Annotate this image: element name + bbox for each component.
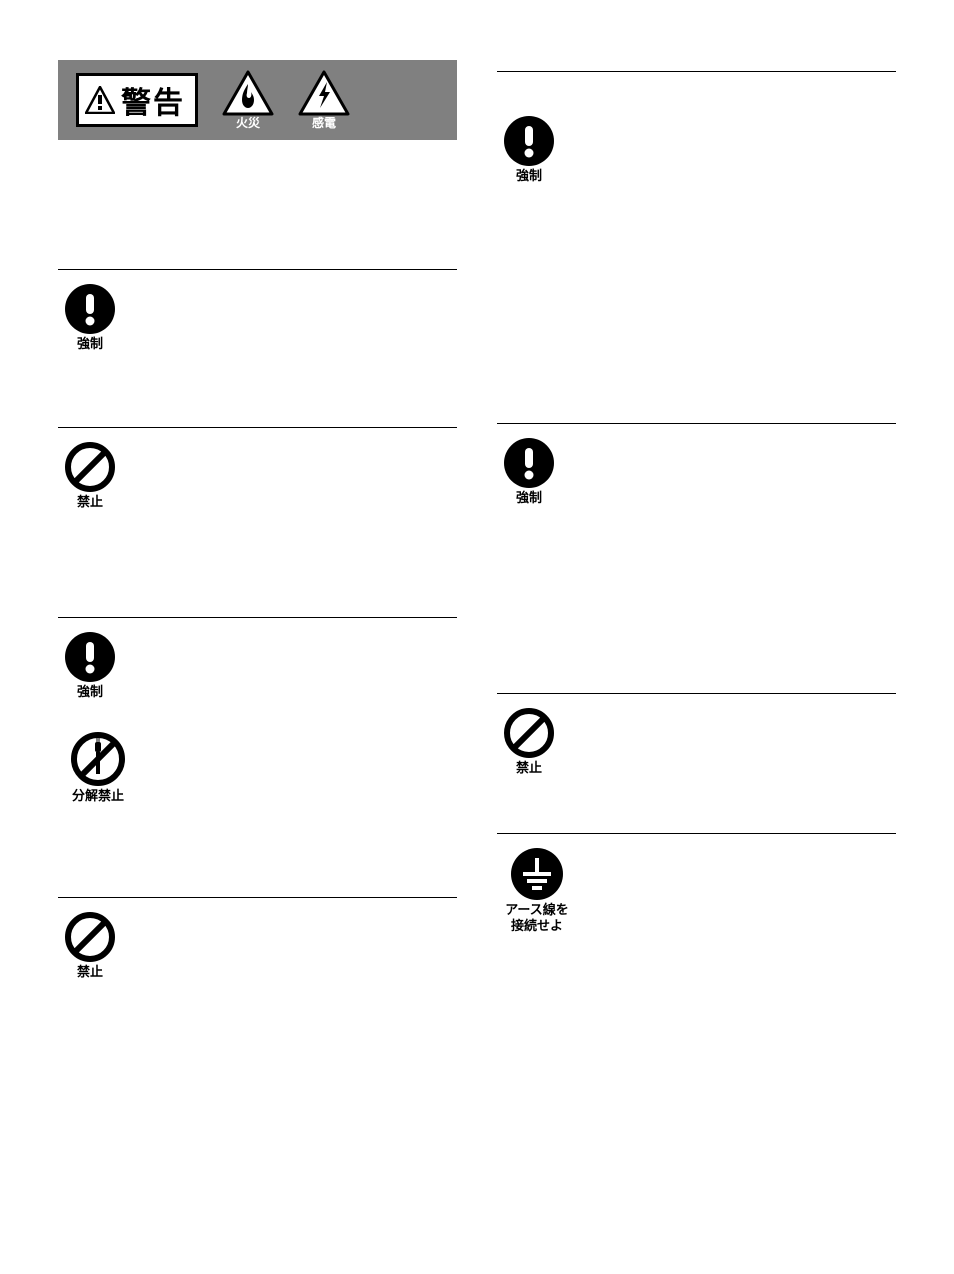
icon-label: 禁止 [77,964,103,980]
safety-item: 禁止 [58,898,457,1018]
safety-item: 強制 [58,618,457,718]
icon-cell: 分解禁止 [58,728,138,804]
right-column: 強制 強制 [497,60,896,1018]
safety-item: 強制 [497,72,896,424]
icon-label: 強制 [77,684,103,700]
item-heading [136,908,457,928]
item-heading [136,438,457,458]
item-heading [152,728,457,748]
icon-cell: 強制 [497,434,561,506]
icon-label: 分解禁止 [72,788,124,804]
mandatory-icon [65,632,115,682]
page: 警告 火災 感電 [0,0,954,1058]
safety-item [58,152,457,270]
safety-item: 禁止 [58,428,457,618]
safety-item [497,60,896,72]
item-heading [575,112,896,132]
icon-cell: 強制 [58,628,122,700]
prohibit-icon [65,442,115,492]
icon-label: 禁止 [77,494,103,510]
shock-hazard-label: 感電 [312,114,336,131]
ground-icon [511,848,563,900]
safety-item: アース線を 接続せよ [497,834,896,984]
icon-label: 禁止 [516,760,542,776]
fire-hazard-label: 火災 [236,114,260,131]
left-column: 警告 火災 感電 [58,60,457,1018]
icon-cell: 強制 [58,280,122,352]
item-heading [575,704,896,724]
icon-cell: 禁止 [497,704,561,776]
icon-label: 強制 [77,336,103,352]
mandatory-icon [504,438,554,488]
icon-label: 強制 [516,490,542,506]
prohibit-icon [65,912,115,962]
item-body [497,544,896,674]
mandatory-icon [65,284,115,334]
icon-cell: アース線を 接続せよ [497,844,577,933]
prohibit-icon [504,708,554,758]
warning-banner: 警告 火災 感電 [58,60,457,140]
item-heading [575,434,896,454]
item-body [497,192,896,382]
item-body [58,568,457,598]
item-heading [136,280,457,300]
mandatory-icon [504,116,554,166]
two-column-layout: 警告 火災 感電 [58,60,896,1018]
fire-hazard-icon [222,70,274,116]
fire-hazard-icon-group: 火災 [222,70,274,131]
icon-cell: 強制 [497,112,561,184]
safety-item: 強制 [497,424,896,694]
safety-item: 禁止 [497,694,896,834]
warning-label-box: 警告 [76,73,198,127]
icon-label: 強制 [516,168,542,184]
warning-label-text: 警告 [121,78,185,122]
no-disassemble-icon [71,732,125,786]
icon-cell: 禁止 [58,438,122,510]
shock-hazard-icon [298,70,350,116]
item-heading [136,628,457,648]
item-heading [591,844,896,864]
item-body [58,848,457,888]
icon-label: アース線を 接続せよ [505,902,569,933]
warning-triangle-icon [85,86,115,114]
item-heading [58,162,457,182]
shock-hazard-icon-group: 感電 [298,70,350,131]
icon-cell: 禁止 [58,908,122,980]
safety-item: 分解禁止 [58,718,457,898]
safety-item: 強制 [58,270,457,428]
